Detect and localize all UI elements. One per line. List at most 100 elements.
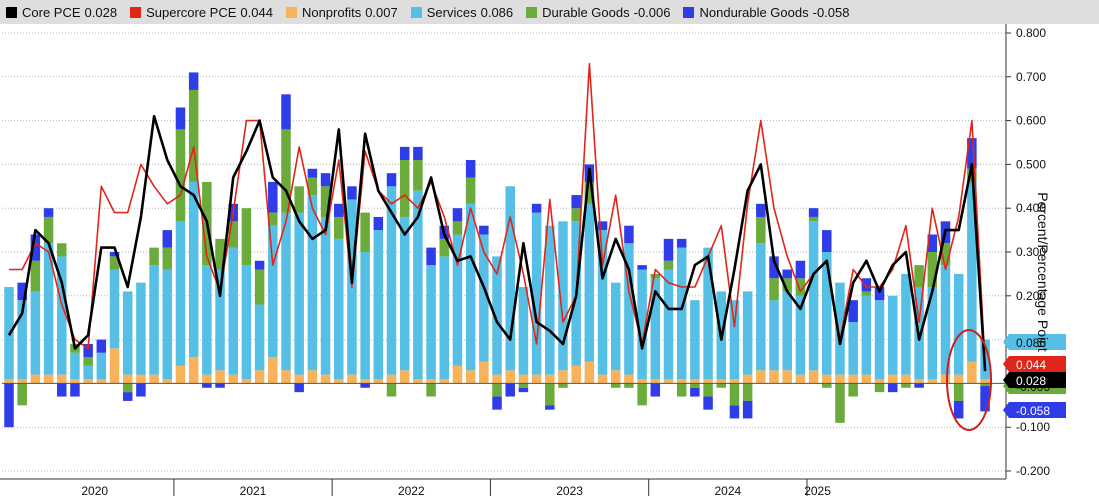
legend-value: -0.006 <box>633 4 671 20</box>
y-tick-label: 0.700 <box>1016 70 1046 84</box>
bar-nonprofits <box>334 379 344 384</box>
bar-durable-goods <box>822 383 832 388</box>
bar-durable-goods <box>769 278 779 301</box>
bar-services <box>373 230 384 380</box>
grid <box>2 32 1006 472</box>
bar-services <box>57 256 67 375</box>
bar-nonprofits <box>175 365 186 384</box>
bar-nondurable-goods <box>663 238 674 261</box>
bar-nonprofits <box>96 379 107 384</box>
legend-label: Services <box>426 4 477 20</box>
value-tag: -0.058 <box>1003 402 1066 418</box>
bar-nondurable-goods <box>571 195 581 209</box>
value-tag-bg <box>1009 402 1066 418</box>
bar-nonprofits <box>782 370 792 384</box>
bar-services <box>294 212 304 375</box>
x-tick-label: 2024 <box>715 484 742 498</box>
bar-services <box>320 216 331 375</box>
bar-nonprofits <box>136 374 146 384</box>
bar-services <box>17 300 27 380</box>
value-tag-pointer <box>1003 356 1009 372</box>
bar-services <box>465 203 476 371</box>
bar-services <box>690 300 700 380</box>
bar-durable-goods <box>545 383 555 406</box>
bar-durable-goods <box>940 243 951 266</box>
value-tag-label: 0.044 <box>1016 358 1046 372</box>
bar-nondurable-goods <box>109 252 120 257</box>
y-tick-label: 0.300 <box>1016 245 1046 259</box>
bar-durable-goods <box>584 181 595 204</box>
bar-nonprofits <box>940 374 951 384</box>
bar-services <box>967 181 977 362</box>
bar-nonprofits <box>756 370 766 384</box>
bar-durable-goods <box>927 252 938 288</box>
bar-nondurable-goods <box>426 247 436 266</box>
bar-nondurable-goods <box>175 107 186 130</box>
bar-services <box>505 186 515 371</box>
bar-nonprofits <box>215 370 225 384</box>
legend-label: Core PCE <box>22 4 81 20</box>
bar-durable-goods <box>650 273 661 279</box>
bar-durable-goods <box>808 216 819 222</box>
bar-nondurable-goods <box>624 225 634 244</box>
bar-durable-goods <box>716 383 727 388</box>
x-tick-label: 2023 <box>556 484 583 498</box>
bar-nonprofits <box>307 370 318 384</box>
bar-services <box>822 252 832 375</box>
bar-nondurable-goods <box>927 234 938 252</box>
bar-nonprofits <box>465 370 476 384</box>
bar-nonprofits <box>399 370 410 384</box>
bar-durable-goods <box>953 383 964 401</box>
bar-durable-goods <box>399 160 410 217</box>
value-tag: 0.086 <box>1003 334 1066 350</box>
legend-swatch <box>130 6 142 18</box>
bar-services <box>610 282 621 371</box>
legend-item-nonprofits: Nonprofits 0.007 <box>285 5 398 20</box>
bar-nonprofits <box>610 370 621 384</box>
bar-durable-goods <box>756 216 766 244</box>
bar-services <box>96 352 107 380</box>
bar-nonprofits <box>531 374 542 384</box>
y-axis-label: Percent/Percentage Point <box>1035 192 1051 352</box>
bar-nondurable-goods <box>399 146 410 161</box>
bar-nondurable-goods <box>413 146 423 161</box>
bar-services <box>782 291 792 371</box>
bar-services <box>149 265 159 375</box>
legend-item-durable-goods: Durable Goods -0.006 <box>526 5 670 20</box>
bar-services <box>109 269 120 349</box>
bar-durable-goods <box>663 260 674 270</box>
legend-swatch <box>6 6 17 18</box>
bar-nonprofits <box>822 374 832 384</box>
bar-durable-goods <box>175 129 186 222</box>
bar-nondurable-goods <box>545 405 555 410</box>
bar-services <box>228 247 238 375</box>
bar-nondurable-goods <box>465 160 476 178</box>
x-tick-label: 2022 <box>398 484 425 498</box>
bar-nonprofits <box>716 379 727 384</box>
bar-durable-goods <box>676 383 687 397</box>
bar-services <box>848 322 858 375</box>
bar-services <box>637 269 647 380</box>
line-core-pce <box>7 114 987 372</box>
bar-nondurable-goods <box>531 203 542 213</box>
bar-nonprofits <box>43 374 54 384</box>
bar-services <box>202 265 212 375</box>
legend-swatch <box>526 6 538 18</box>
bar-services <box>742 291 753 375</box>
bar-nonprofits <box>492 374 502 384</box>
bar-nondurable-goods <box>122 392 133 401</box>
bar-nondurable-goods <box>57 383 67 397</box>
bar-nondurable-goods <box>756 203 766 217</box>
bar-services <box>545 225 555 375</box>
bar-durable-goods <box>294 186 304 213</box>
bar-durable-goods <box>901 383 911 388</box>
bar-nondurable-goods <box>320 173 331 187</box>
bar-nondurable-goods <box>690 387 700 397</box>
bars <box>4 72 990 428</box>
value-tag: 0.028 <box>1003 372 1066 388</box>
bar-nonprofits <box>690 379 700 384</box>
bar-nonprofits <box>637 379 647 384</box>
legend-label: Durable Goods <box>542 4 630 20</box>
bar-services <box>887 295 898 375</box>
bar-nondurable-goods <box>808 208 819 217</box>
